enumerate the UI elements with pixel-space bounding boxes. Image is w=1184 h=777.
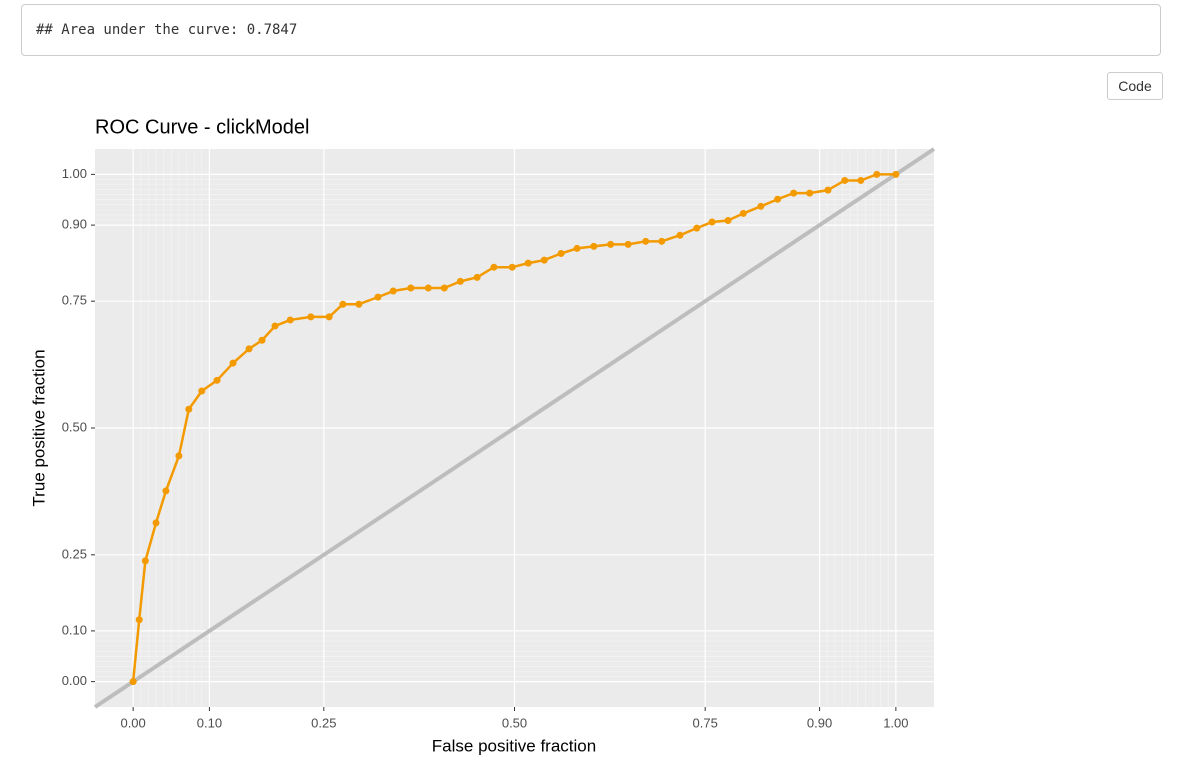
- x-axis-title: False positive fraction: [432, 736, 596, 755]
- roc-point: [724, 217, 732, 225]
- roc-point: [374, 293, 382, 301]
- roc-point: [325, 313, 333, 321]
- x-tick-label: 0.90: [807, 715, 832, 730]
- roc-point: [557, 249, 565, 257]
- roc-point: [508, 263, 516, 271]
- y-axis-title: True positive fraction: [29, 349, 48, 506]
- roc-point: [857, 176, 865, 184]
- roc-point: [129, 678, 137, 686]
- roc-point: [757, 202, 765, 210]
- roc-point: [271, 322, 279, 330]
- roc-point: [307, 313, 315, 321]
- roc-point: [624, 240, 632, 248]
- x-tick-label: 0.75: [693, 715, 718, 730]
- roc-point: [892, 170, 900, 178]
- roc-point: [185, 405, 193, 413]
- roc-point: [245, 345, 253, 353]
- roc-point: [286, 316, 294, 324]
- roc-point: [135, 616, 143, 624]
- roc-point: [607, 240, 615, 248]
- roc-point: [473, 273, 481, 281]
- roc-point: [456, 277, 464, 285]
- y-tick-label: 1.00: [62, 166, 87, 181]
- roc-point: [490, 263, 498, 271]
- y-tick-label: 0.90: [62, 217, 87, 232]
- roc-point: [141, 557, 149, 565]
- roc-point: [642, 237, 650, 245]
- roc-point: [229, 359, 237, 367]
- roc-point: [774, 195, 782, 203]
- roc-point: [824, 186, 832, 194]
- roc-point: [424, 284, 432, 292]
- roc-point: [873, 170, 881, 178]
- roc-point: [339, 300, 347, 308]
- x-tick-label: 0.25: [311, 715, 336, 730]
- roc-point: [790, 189, 798, 197]
- output-text: ## Area under the curve: 0.7847: [21, 4, 1161, 56]
- roc-point: [407, 284, 415, 292]
- roc-point: [152, 519, 160, 527]
- roc-point: [739, 209, 747, 217]
- roc-point: [573, 244, 581, 252]
- roc-point: [440, 284, 448, 292]
- y-tick-label: 0.25: [62, 546, 87, 561]
- chart-title: ROC Curve - clickModel: [95, 116, 309, 138]
- roc-point: [389, 287, 397, 295]
- y-tick-label: 0.75: [62, 293, 87, 308]
- x-tick-label: 0.50: [502, 715, 527, 730]
- roc-point: [693, 224, 701, 232]
- x-tick-label: 1.00: [883, 715, 908, 730]
- code-button[interactable]: Code: [1107, 72, 1163, 100]
- roc-point: [658, 237, 666, 245]
- roc-point: [162, 487, 170, 495]
- y-tick-label: 0.50: [62, 419, 87, 434]
- y-tick-label: 0.00: [62, 673, 87, 688]
- x-tick-label: 0.10: [197, 715, 222, 730]
- roc-point: [540, 256, 548, 264]
- roc-point: [198, 387, 206, 395]
- reference-diagonal: [93, 147, 936, 709]
- roc-point: [708, 218, 716, 226]
- roc-point: [841, 176, 849, 184]
- roc-point: [524, 259, 532, 267]
- roc-point: [175, 452, 183, 460]
- roc-point: [806, 189, 814, 197]
- x-tick-label: 0.00: [120, 715, 145, 730]
- roc-point: [676, 231, 684, 239]
- roc-point: [590, 242, 598, 250]
- roc-point: [213, 376, 221, 384]
- roc-point: [355, 300, 363, 308]
- roc-point: [258, 336, 266, 344]
- y-tick-label: 0.10: [62, 622, 87, 637]
